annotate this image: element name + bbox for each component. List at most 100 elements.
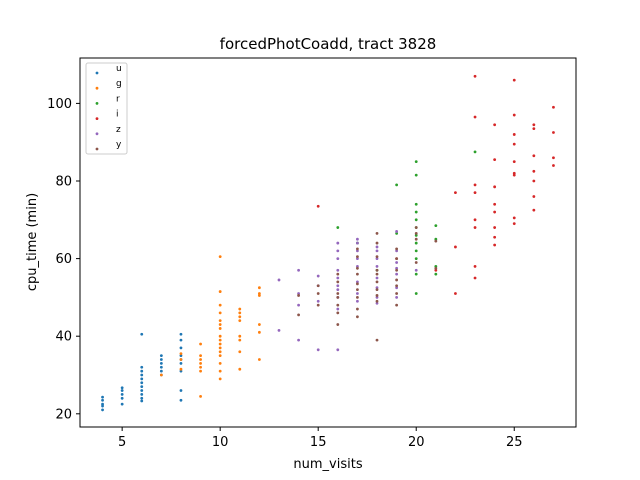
point-r-4 <box>395 183 399 187</box>
point-g-18 <box>218 338 222 342</box>
point-z-43 <box>414 268 418 272</box>
point-u-35 <box>179 332 183 336</box>
point-u-19 <box>140 365 144 369</box>
point-r-0 <box>336 226 340 229</box>
point-g-6 <box>199 365 202 369</box>
point-z-31 <box>375 276 379 280</box>
point-i-17 <box>493 210 497 214</box>
legend-label-r: r <box>116 94 120 104</box>
point-z-17 <box>336 257 340 260</box>
point-z-20 <box>356 299 359 303</box>
point-y-12 <box>356 315 359 319</box>
point-r-10 <box>414 233 418 237</box>
point-i-35 <box>532 154 536 158</box>
point-u-26 <box>159 354 163 358</box>
point-g-32 <box>238 315 242 319</box>
point-u-24 <box>159 361 163 365</box>
point-y-5 <box>336 323 340 326</box>
point-u-5 <box>120 402 124 406</box>
point-i-38 <box>552 164 555 167</box>
point-g-2 <box>179 358 183 361</box>
point-y-39 <box>414 237 418 241</box>
point-u-30 <box>179 361 183 365</box>
point-u-16 <box>140 377 144 381</box>
point-u-28 <box>179 389 183 392</box>
point-g-34 <box>238 307 242 311</box>
x-tick-label-3: 20 <box>408 435 425 450</box>
point-z-6 <box>316 348 320 352</box>
point-i-29 <box>512 113 516 117</box>
point-i-20 <box>493 158 497 162</box>
point-r-20 <box>434 224 438 228</box>
point-u-17 <box>140 373 144 377</box>
point-r-6 <box>414 272 418 276</box>
point-i-21 <box>493 123 497 127</box>
point-z-14 <box>336 284 340 288</box>
point-z-24 <box>356 257 359 260</box>
point-y-6 <box>336 311 340 315</box>
point-y-35 <box>395 268 399 272</box>
point-y-24 <box>375 288 379 292</box>
point-z-27 <box>356 237 359 241</box>
point-z-21 <box>356 292 359 295</box>
point-g-39 <box>257 292 261 295</box>
point-y-28 <box>375 255 379 259</box>
point-i-37 <box>532 123 536 127</box>
point-r-14 <box>414 202 418 206</box>
point-r-16 <box>414 160 418 164</box>
point-i-22 <box>512 222 516 226</box>
legend-marker-i <box>95 117 99 120</box>
point-g-21 <box>218 323 222 326</box>
point-z-37 <box>395 286 399 290</box>
point-y-9 <box>336 292 340 295</box>
point-y-34 <box>395 278 399 282</box>
point-r-17 <box>434 272 438 276</box>
point-i-32 <box>532 195 536 198</box>
point-g-24 <box>218 303 222 307</box>
point-y-20 <box>356 247 359 251</box>
point-y-42 <box>434 266 438 270</box>
point-u-20 <box>140 332 144 336</box>
point-g-16 <box>218 346 222 350</box>
y-tick-label-4: 100 <box>47 97 72 112</box>
point-y-4 <box>316 284 320 288</box>
point-i-11 <box>473 183 477 187</box>
point-r-3 <box>395 231 399 235</box>
point-z-1 <box>277 278 281 282</box>
point-u-10 <box>140 399 144 403</box>
point-r-13 <box>414 210 418 214</box>
point-z-15 <box>336 276 340 280</box>
point-y-13 <box>356 307 359 311</box>
x-tick-label-1: 10 <box>212 435 229 450</box>
x-tick-label-2: 15 <box>310 435 327 450</box>
point-r-19 <box>434 237 438 241</box>
point-i-28 <box>512 133 516 136</box>
point-g-23 <box>218 311 222 315</box>
point-i-31 <box>532 208 536 212</box>
point-u-33 <box>179 346 183 350</box>
point-g-0 <box>159 373 163 377</box>
point-z-32 <box>375 264 379 268</box>
point-u-11 <box>140 396 144 400</box>
point-z-39 <box>395 266 399 270</box>
point-i-19 <box>493 185 497 189</box>
point-i-34 <box>532 169 536 173</box>
point-y-41 <box>414 226 418 229</box>
point-z-3 <box>297 303 300 307</box>
point-i-0 <box>316 204 320 208</box>
point-i-8 <box>473 226 477 229</box>
point-y-0 <box>297 313 300 317</box>
point-i-36 <box>532 127 536 131</box>
point-z-5 <box>297 268 300 272</box>
point-i-25 <box>512 171 516 175</box>
point-u-34 <box>179 338 183 342</box>
legend-frame <box>85 62 128 155</box>
point-u-22 <box>159 369 163 373</box>
point-z-22 <box>356 280 359 284</box>
point-g-1 <box>179 367 183 371</box>
point-u-29 <box>179 369 183 373</box>
legend-label-y: y <box>116 140 122 150</box>
point-u-32 <box>179 354 183 358</box>
point-u-9 <box>120 386 124 390</box>
